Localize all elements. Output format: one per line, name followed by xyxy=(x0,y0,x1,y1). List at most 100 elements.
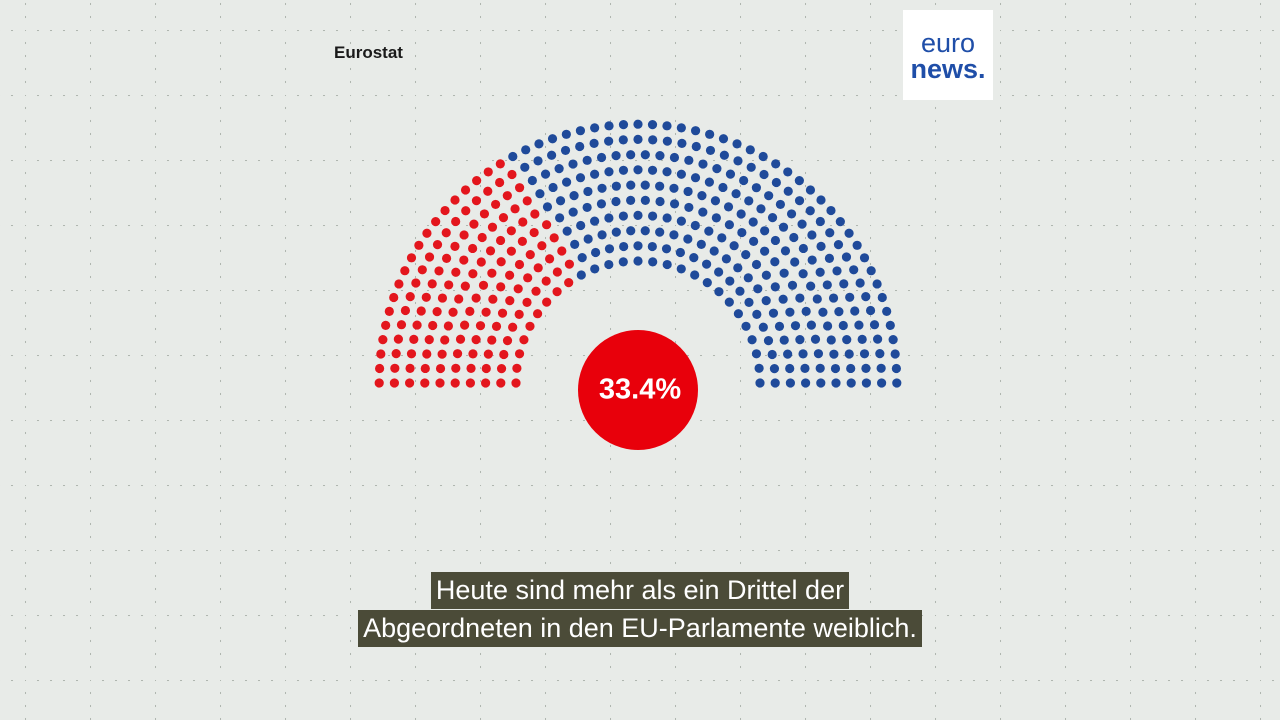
seat xyxy=(768,308,779,318)
seat xyxy=(718,134,729,144)
seat xyxy=(801,306,811,316)
seat xyxy=(655,196,665,207)
seat xyxy=(591,247,601,258)
seat xyxy=(872,279,882,289)
seat xyxy=(495,235,506,246)
seat xyxy=(761,296,771,306)
seat xyxy=(633,165,643,175)
seat xyxy=(794,196,805,206)
seat xyxy=(756,204,766,214)
seat xyxy=(774,321,785,331)
seat xyxy=(416,306,426,316)
seat xyxy=(711,213,721,223)
seat xyxy=(508,151,518,162)
seat xyxy=(454,294,464,304)
seat xyxy=(432,240,443,250)
seat xyxy=(548,182,558,193)
seat xyxy=(647,165,658,175)
seat xyxy=(532,309,543,319)
seat xyxy=(798,243,808,254)
seat xyxy=(655,181,665,191)
seat xyxy=(542,297,552,307)
seat xyxy=(640,180,650,190)
seat xyxy=(753,284,763,294)
seat xyxy=(676,123,686,133)
seat xyxy=(597,183,607,193)
seat xyxy=(420,363,430,374)
seat xyxy=(786,209,797,219)
seat xyxy=(749,236,759,247)
seat xyxy=(815,216,825,227)
seat xyxy=(816,378,826,388)
seat xyxy=(746,162,756,172)
seat xyxy=(381,320,391,331)
seat xyxy=(743,273,753,283)
seat xyxy=(844,349,854,359)
seat xyxy=(510,204,520,214)
seat xyxy=(676,216,686,226)
seat xyxy=(702,259,712,269)
seat xyxy=(816,241,826,251)
seat xyxy=(544,254,555,264)
seat xyxy=(498,213,509,223)
seat xyxy=(420,378,430,388)
seat xyxy=(542,202,553,212)
seat xyxy=(710,196,721,206)
seat xyxy=(764,191,774,201)
seat xyxy=(705,129,715,139)
subtitles: Heute sind mehr als ein Drittel der Abge… xyxy=(0,572,1280,648)
source: Eurostat xyxy=(334,43,403,62)
seat xyxy=(770,378,780,388)
seat xyxy=(582,202,592,213)
seat xyxy=(854,320,864,330)
seat xyxy=(596,199,607,209)
seat xyxy=(531,286,541,296)
seat xyxy=(611,151,621,161)
seat xyxy=(704,177,714,187)
seat xyxy=(505,270,515,280)
seat xyxy=(405,292,415,302)
seat xyxy=(800,363,810,373)
seat xyxy=(530,209,540,219)
seat xyxy=(564,277,574,288)
seat xyxy=(547,134,558,144)
seat xyxy=(541,276,551,286)
seat xyxy=(537,241,547,251)
seat xyxy=(534,139,544,149)
seat xyxy=(465,306,475,316)
seat xyxy=(533,263,543,273)
seat xyxy=(513,284,523,294)
seat xyxy=(496,364,507,374)
seat xyxy=(661,244,672,254)
seat xyxy=(733,156,743,166)
seat xyxy=(741,321,751,331)
seat xyxy=(409,334,419,344)
seat xyxy=(767,213,778,223)
seat xyxy=(604,259,614,270)
seat xyxy=(739,175,749,186)
seat xyxy=(748,217,758,227)
seat xyxy=(785,307,795,317)
seat xyxy=(466,363,476,373)
seat xyxy=(662,121,672,131)
seat xyxy=(830,363,841,374)
seat xyxy=(412,320,422,330)
seat xyxy=(655,151,665,161)
seat xyxy=(375,363,385,374)
seat xyxy=(618,257,628,267)
seat xyxy=(818,307,828,317)
seat xyxy=(468,269,478,279)
seat xyxy=(437,349,447,359)
seat xyxy=(561,129,571,139)
seat xyxy=(590,216,600,226)
seat xyxy=(790,257,800,267)
seat xyxy=(481,378,491,388)
seat xyxy=(647,120,658,130)
seat xyxy=(785,363,795,374)
seat xyxy=(522,196,532,206)
seat xyxy=(555,213,565,223)
seat xyxy=(824,253,835,263)
seat xyxy=(508,322,518,332)
seat xyxy=(475,321,486,331)
seat xyxy=(597,230,607,240)
